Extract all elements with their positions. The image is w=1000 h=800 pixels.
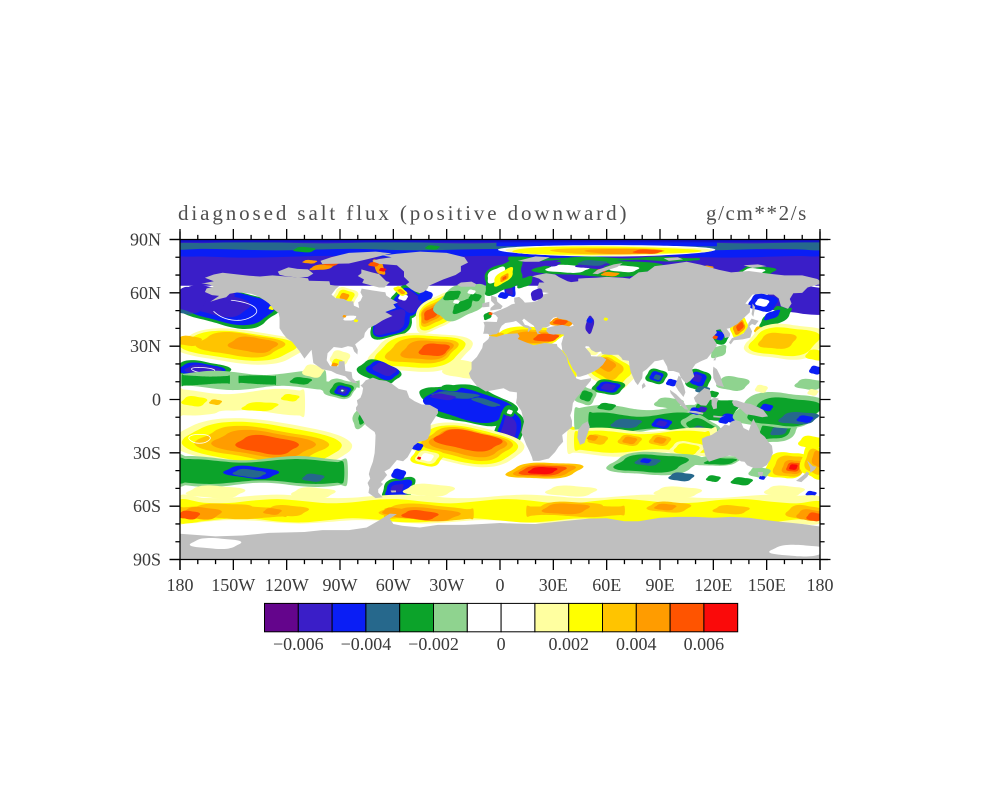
svg-text:30E: 30E bbox=[539, 575, 568, 595]
svg-text:30S: 30S bbox=[133, 443, 161, 463]
svg-text:0: 0 bbox=[497, 634, 506, 654]
svg-text:−0.004: −0.004 bbox=[341, 634, 392, 654]
svg-text:60N: 60N bbox=[130, 283, 161, 303]
svg-text:150W: 150W bbox=[211, 575, 255, 595]
svg-text:g/cm**2/s: g/cm**2/s bbox=[706, 201, 808, 225]
svg-text:0.006: 0.006 bbox=[684, 634, 725, 654]
svg-text:90N: 90N bbox=[130, 230, 161, 250]
svg-text:60E: 60E bbox=[592, 575, 621, 595]
svg-text:30W: 30W bbox=[429, 575, 464, 595]
svg-text:−0.006: −0.006 bbox=[273, 634, 324, 654]
svg-text:90E: 90E bbox=[646, 575, 675, 595]
svg-text:120W: 120W bbox=[265, 575, 309, 595]
svg-text:−0.002: −0.002 bbox=[408, 634, 459, 654]
svg-text:0.002: 0.002 bbox=[548, 634, 589, 654]
svg-text:0: 0 bbox=[496, 575, 505, 595]
svg-text:90W: 90W bbox=[323, 575, 358, 595]
svg-text:30N: 30N bbox=[130, 336, 161, 356]
svg-text:60W: 60W bbox=[376, 575, 411, 595]
svg-text:120E: 120E bbox=[694, 575, 732, 595]
svg-text:diagnosed salt flux (positive: diagnosed salt flux (positive downward) bbox=[178, 201, 629, 225]
svg-text:90S: 90S bbox=[133, 550, 161, 570]
svg-text:0.004: 0.004 bbox=[616, 634, 657, 654]
svg-text:60S: 60S bbox=[133, 496, 161, 516]
svg-text:0: 0 bbox=[152, 390, 161, 410]
svg-text:180: 180 bbox=[167, 575, 194, 595]
svg-text:150E: 150E bbox=[748, 575, 786, 595]
svg-text:180: 180 bbox=[807, 575, 834, 595]
